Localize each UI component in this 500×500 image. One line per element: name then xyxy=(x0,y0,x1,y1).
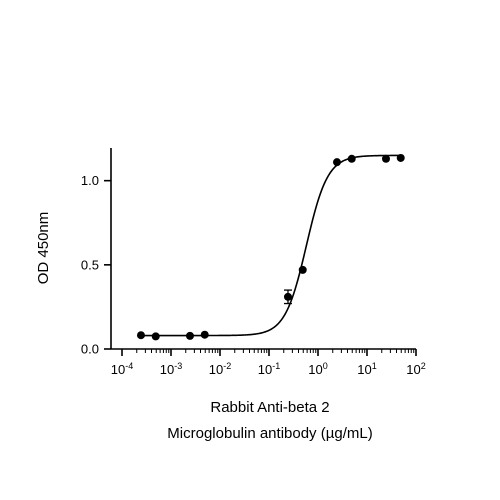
x-tick-label-2: 10-2 xyxy=(209,361,231,377)
x-tick-label-5: 101 xyxy=(357,361,376,377)
fit-curve xyxy=(138,154,404,337)
labels-layer: OD 450nm Rabbit Anti-beta 2 Microglobuli… xyxy=(35,212,373,442)
x-tick-label-3: 10-1 xyxy=(258,361,280,377)
data-points-layer xyxy=(136,153,405,341)
data-point-7 xyxy=(347,154,356,163)
data-point-5 xyxy=(298,265,307,274)
data-point-6 xyxy=(332,158,341,167)
data-point-3 xyxy=(200,330,209,339)
fit-curve-layer xyxy=(138,154,404,337)
axes: 0.0 0.5 1.0 10-4 10-3 10-2 10-1 100 101 102 xyxy=(81,148,426,377)
data-point-9 xyxy=(396,153,405,162)
x-axis-title-line-2: Microglobulin antibody (µg/mL) xyxy=(167,425,372,442)
x-tick-label-6: 102 xyxy=(406,361,425,377)
x-axis-title-line-1: Rabbit Anti-beta 2 xyxy=(210,399,329,416)
y-tick-label-2: 1.0 xyxy=(81,173,99,188)
y-tick-label-1: 0.5 xyxy=(81,257,99,272)
data-point-4 xyxy=(283,292,292,301)
x-tick-label-4: 100 xyxy=(308,361,327,377)
data-point-8 xyxy=(381,154,390,163)
data-point-0 xyxy=(136,331,145,340)
x-tick-label-1: 10-3 xyxy=(160,361,182,377)
x-tick-label-0: 10-4 xyxy=(111,361,133,377)
y-axis-title: OD 450nm xyxy=(35,212,52,285)
data-point-2 xyxy=(185,331,194,340)
y-tick-label-0: 0.0 xyxy=(81,342,99,357)
data-point-1 xyxy=(151,332,160,341)
